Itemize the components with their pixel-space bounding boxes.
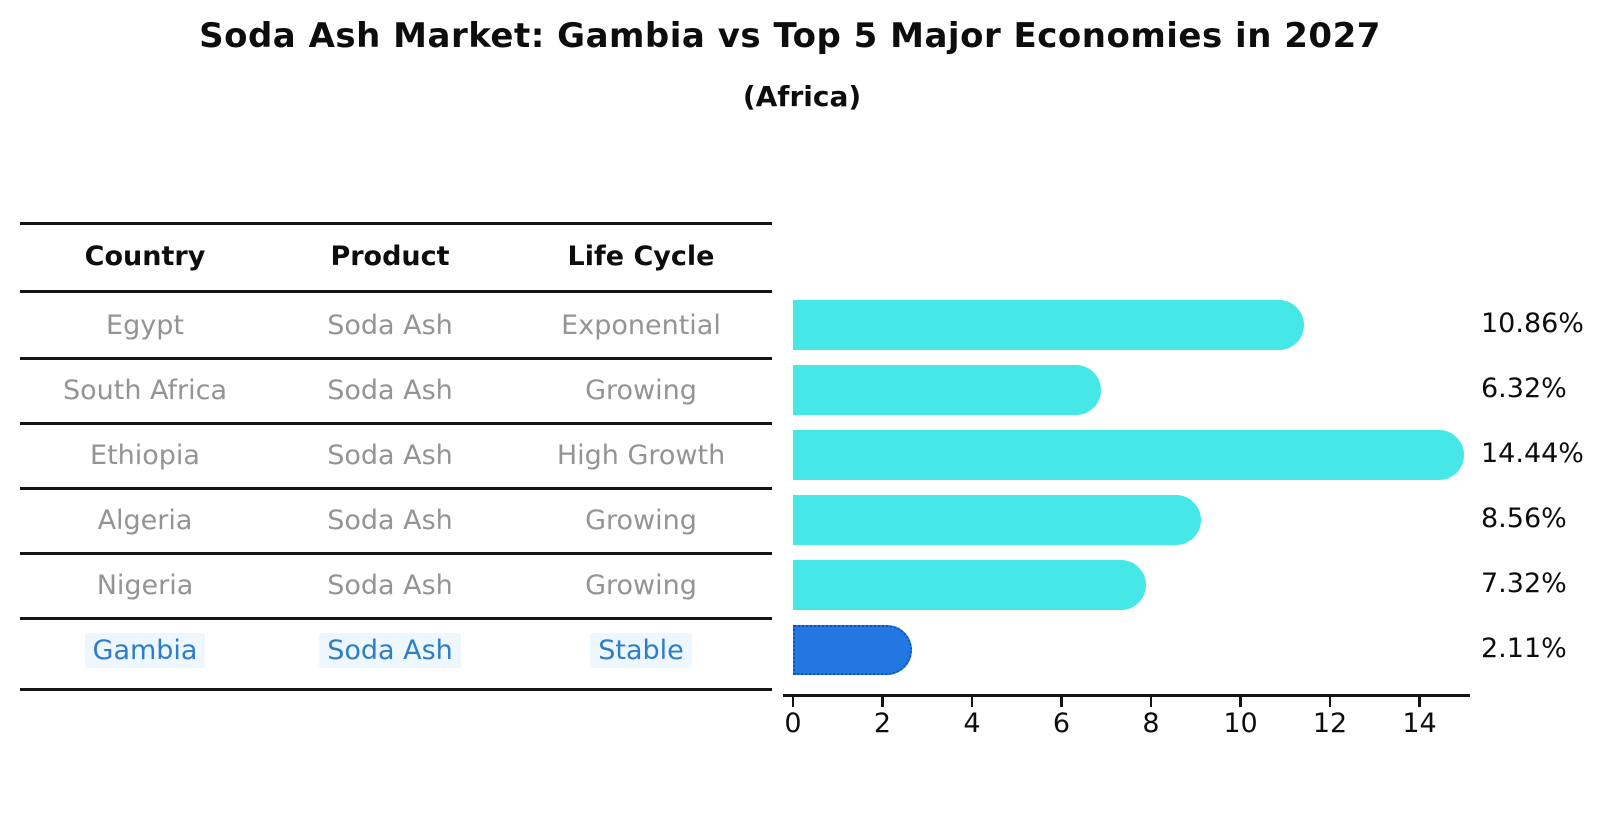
cell-lifecycle-text: Exponential bbox=[561, 309, 721, 341]
value-label-algeria: 8.56% bbox=[1481, 503, 1567, 534]
table-rule bbox=[20, 487, 772, 490]
x-axis-line bbox=[783, 694, 1470, 697]
cell-lifecycle-text: Growing bbox=[585, 569, 697, 601]
bar-ethiopia bbox=[793, 430, 1465, 480]
x-tick-label-10: 10 bbox=[1223, 708, 1258, 739]
cell-product-text: Soda Ash bbox=[327, 309, 453, 341]
value-label-gambia: 2.11% bbox=[1481, 633, 1567, 664]
x-tick-mark-2 bbox=[881, 696, 884, 707]
cell-country-south-africa: South Africa bbox=[20, 375, 270, 406]
bar-egypt bbox=[793, 300, 1304, 350]
table-row-gambia: Gambia Soda Ash Stable bbox=[20, 617, 772, 683]
bar-south-africa bbox=[793, 365, 1101, 415]
x-tick-mark-12 bbox=[1328, 696, 1332, 707]
cell-product-nigeria: Soda Ash bbox=[270, 570, 510, 601]
x-tick-label-0: 0 bbox=[784, 708, 802, 739]
column-header-country: Country bbox=[84, 240, 206, 272]
bar-nigeria bbox=[793, 560, 1146, 610]
cell-product-gambia: Soda Ash bbox=[270, 632, 510, 668]
value-label-south-africa: 6.32% bbox=[1481, 373, 1567, 404]
x-tick-mark-6 bbox=[1060, 696, 1063, 707]
x-tick-label-4: 4 bbox=[963, 708, 981, 739]
table-rule bbox=[20, 552, 772, 555]
cell-lifecycle-nigeria: Growing bbox=[510, 570, 772, 601]
cell-product-text: Soda Ash bbox=[327, 504, 453, 536]
cell-country-nigeria: Nigeria bbox=[20, 570, 270, 601]
x-tick-label-2: 2 bbox=[873, 708, 892, 739]
cell-country-text: South Africa bbox=[62, 374, 228, 406]
cell-country-ethiopia: Ethiopia bbox=[20, 440, 270, 471]
x-tick-label-12: 12 bbox=[1312, 708, 1348, 739]
cell-country-algeria: Algeria bbox=[20, 505, 270, 536]
cell-product-text: Soda Ash bbox=[327, 374, 453, 406]
cell-product-egypt: Soda Ash bbox=[270, 310, 510, 341]
table-rule bbox=[20, 222, 772, 225]
cell-product-text: Soda Ash bbox=[327, 439, 453, 471]
bar-gambia bbox=[793, 625, 913, 675]
cell-product-south-africa: Soda Ash bbox=[270, 375, 510, 406]
cell-product-text: Soda Ash bbox=[319, 632, 461, 668]
x-tick-mark-14 bbox=[1418, 696, 1421, 707]
x-tick-mark-10 bbox=[1239, 696, 1242, 707]
cell-product-ethiopia: Soda Ash bbox=[270, 440, 510, 471]
x-tick-mark-0 bbox=[791, 696, 795, 707]
value-label-egypt: 10.86% bbox=[1481, 308, 1584, 339]
cell-country-egypt: Egypt bbox=[20, 310, 270, 341]
table-row-algeria: Algeria Soda Ash Growing bbox=[20, 487, 772, 553]
cell-country-gambia: Gambia bbox=[20, 632, 270, 668]
cell-lifecycle-egypt: Exponential bbox=[510, 310, 772, 341]
value-label-ethiopia: 14.44% bbox=[1481, 438, 1584, 469]
cell-lifecycle-text: Growing bbox=[585, 504, 697, 536]
cell-lifecycle-algeria: Growing bbox=[510, 505, 772, 536]
chart-subtitle: (Africa) bbox=[742, 80, 862, 113]
x-tick-mark-4 bbox=[970, 696, 974, 707]
table-header-row: Country Product Life Cycle bbox=[20, 223, 772, 289]
column-header-product: Product bbox=[330, 240, 450, 272]
x-tick-mark-8 bbox=[1149, 696, 1153, 707]
cell-lifecycle-text: Growing bbox=[585, 374, 697, 406]
x-tick-label-6: 6 bbox=[1052, 708, 1071, 739]
x-tick-label-8: 8 bbox=[1142, 708, 1160, 739]
cell-product-text: Soda Ash bbox=[327, 569, 453, 601]
table-rule bbox=[20, 422, 772, 425]
cell-lifecycle-gambia: Stable bbox=[510, 632, 772, 668]
cell-country-text: Gambia bbox=[84, 632, 206, 668]
chart-title: Soda Ash Market: Gambia vs Top 5 Major E… bbox=[199, 16, 1381, 56]
column-header-lifecycle: Life Cycle bbox=[567, 240, 715, 272]
table-row-ethiopia: Ethiopia Soda Ash High Growth bbox=[20, 422, 772, 488]
table-rule bbox=[20, 357, 772, 360]
table-row-egypt: Egypt Soda Ash Exponential bbox=[20, 292, 772, 358]
cell-country-text: Egypt bbox=[106, 309, 184, 341]
x-tick-label-14: 14 bbox=[1402, 708, 1437, 739]
cell-country-text: Algeria bbox=[97, 504, 193, 536]
cell-country-text: Ethiopia bbox=[90, 439, 200, 471]
table-rule bbox=[20, 290, 772, 293]
cell-lifecycle-text: Stable bbox=[590, 632, 692, 668]
cell-lifecycle-ethiopia: High Growth bbox=[510, 440, 772, 471]
table-row-nigeria: Nigeria Soda Ash Growing bbox=[20, 552, 772, 618]
table-rule bbox=[20, 617, 772, 620]
cell-product-algeria: Soda Ash bbox=[270, 505, 510, 536]
table-row-south-africa: South Africa Soda Ash Growing bbox=[20, 357, 772, 423]
table-rule bbox=[20, 688, 772, 691]
cell-country-text: Nigeria bbox=[96, 569, 194, 601]
cell-lifecycle-text: High Growth bbox=[556, 439, 726, 471]
cell-lifecycle-south-africa: Growing bbox=[510, 375, 772, 406]
bar-algeria bbox=[793, 495, 1202, 545]
value-label-nigeria: 7.32% bbox=[1481, 568, 1567, 599]
